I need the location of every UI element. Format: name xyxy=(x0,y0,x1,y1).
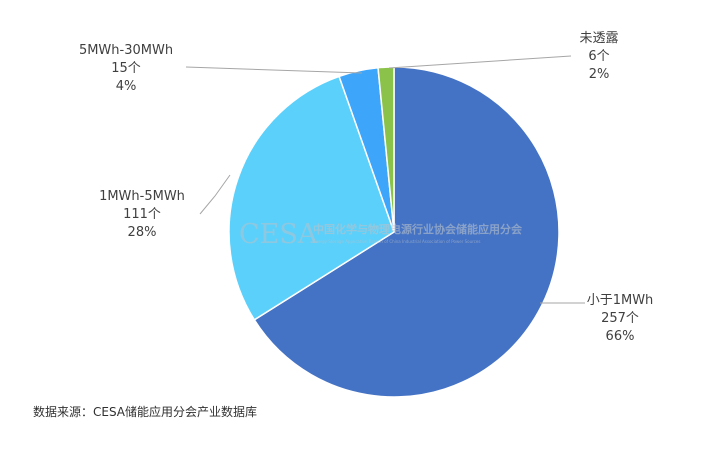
pie-slices xyxy=(228,66,560,398)
category-label-3: 未透露 xyxy=(579,31,618,46)
watermark-brand: CESA xyxy=(239,219,318,250)
count-label-3: 6个 xyxy=(588,49,609,64)
count-label-0: 257个 xyxy=(601,311,639,326)
percent-label-2: 4% xyxy=(116,79,137,94)
percent-label-1: 28% xyxy=(128,225,157,240)
leader-lines xyxy=(185,55,585,304)
category-label-0: 小于1MWh xyxy=(587,293,654,308)
watermark-org-name: 中国化学与物理电源行业协会储能应用分会 xyxy=(313,222,523,236)
watermark-org-name-en: Energy Storage Application Branch of Chi… xyxy=(313,239,480,244)
category-label-1: 1MWh-5MWh xyxy=(99,189,185,204)
label-group-slice-0: 小于1MWh 257个 66% xyxy=(587,293,654,344)
watermark: CESA 中国化学与物理电源行业协会储能应用分会 Energy Storage … xyxy=(239,219,523,250)
pie-slice-1 xyxy=(228,75,395,321)
count-label-2: 15个 xyxy=(111,61,141,76)
percent-label-3: 2% xyxy=(589,67,610,82)
label-group-slice-2: 5MWh-30MWh 15个 4% xyxy=(79,43,173,94)
leader-line-1 xyxy=(199,174,231,215)
leader-line-2 xyxy=(185,66,363,74)
count-label-1: 111个 xyxy=(123,207,161,222)
label-group-slice-3: 未透露 6个 2% xyxy=(579,31,618,82)
leader-line-3 xyxy=(388,55,572,69)
category-label-2: 5MWh-30MWh xyxy=(79,43,173,58)
pie-slice-0 xyxy=(253,66,560,398)
percent-label-0: 66% xyxy=(606,329,635,344)
pie-slice-3 xyxy=(377,66,395,233)
label-group-slice-1: 1MWh-5MWh 111个 28% xyxy=(99,189,185,240)
source-note: 数据来源：CESA储能应用分会产业数据库 xyxy=(33,405,258,419)
